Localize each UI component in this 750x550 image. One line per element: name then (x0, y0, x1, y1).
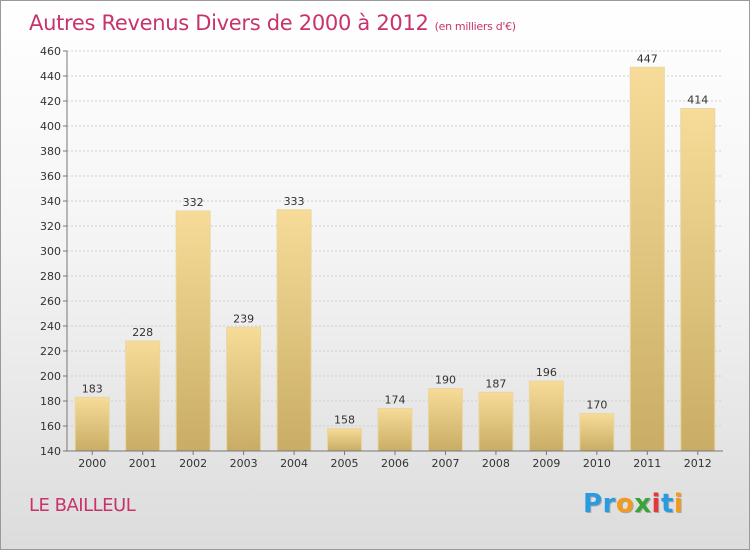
x-tick-label-2010: 2010 (583, 457, 611, 470)
bar-2008[interactable] (478, 391, 514, 452)
data-label-2005: 158 (334, 414, 355, 427)
bar-2002[interactable] (175, 210, 211, 452)
data-label-2002: 332 (183, 196, 204, 209)
data-label-2001: 228 (132, 326, 153, 339)
y-tick-label: 360 (40, 170, 61, 183)
data-label-2003: 239 (233, 312, 254, 325)
x-tick-label-2009: 2009 (532, 457, 560, 470)
x-tick-label-2012: 2012 (684, 457, 712, 470)
logo-letter-5: t (660, 489, 674, 519)
bar-2003[interactable] (226, 326, 262, 452)
city-name: LE BAILLEUL (29, 495, 136, 516)
bar-2004[interactable] (276, 209, 312, 452)
y-tick-label: 380 (40, 145, 61, 158)
chart-title-text: Autres Revenus Divers de 2000 à 2012 (29, 11, 429, 35)
y-tick-label: 140 (40, 445, 61, 458)
y-tick-label: 300 (40, 245, 61, 258)
logo-letter-0: P (583, 489, 603, 519)
bar-2000[interactable] (74, 396, 110, 452)
x-tick-label-2004: 2004 (280, 457, 308, 470)
data-label-2011: 447 (637, 52, 658, 65)
chart-title: Autres Revenus Divers de 2000 à 2012 (en … (29, 11, 516, 35)
y-axis: 140 160 180 200 220 240 260 280 300 320 340 360 380 4… (40, 45, 68, 458)
chart-subtitle: (en milliers d'€) (434, 20, 516, 33)
y-tick-label: 440 (40, 70, 61, 83)
bar-2001[interactable] (125, 340, 161, 452)
bar-2012[interactable] (680, 108, 716, 452)
x-tick-label-2001: 2001 (129, 457, 157, 470)
data-label-2007: 190 (435, 374, 456, 387)
x-axis: 2000 2001 2002 2003 2004 2005 2006 2007 2008 2009… (67, 450, 723, 470)
data-label-2004: 333 (284, 195, 305, 208)
logo-letter-2: o (615, 489, 635, 519)
y-tick-label: 240 (40, 320, 61, 333)
data-label-2008: 187 (485, 377, 506, 390)
x-tick-label-2000: 2000 (78, 457, 106, 470)
y-tick-label: 460 (40, 45, 61, 58)
data-label-2010: 170 (586, 399, 607, 412)
logo-letter-6: i (673, 489, 684, 519)
logo-letter-4: i (651, 489, 661, 519)
proxiti-logo[interactable]: Proxiti (583, 489, 683, 519)
y-tick-label: 340 (40, 195, 61, 208)
grid-lines (67, 50, 723, 427)
data-label-2009: 196 (536, 366, 557, 379)
y-tick-label: 400 (40, 120, 61, 133)
y-tick-label: 200 (40, 370, 61, 383)
y-tick-label: 320 (40, 220, 61, 233)
y-tick-label: 220 (40, 345, 61, 358)
bar-2005[interactable] (327, 428, 363, 452)
y-tick-label: 260 (40, 295, 61, 308)
bar-2009[interactable] (528, 380, 564, 452)
data-label-2006: 174 (385, 394, 406, 407)
data-label-2012: 414 (687, 94, 708, 107)
x-tick-label-2005: 2005 (331, 457, 359, 470)
bars: 183 228 332 239 333 158 174 190 187 196 170 447 414 (74, 52, 716, 452)
logo-letter-3: x (634, 489, 652, 519)
bar-2007[interactable] (427, 388, 463, 452)
x-tick-label-2006: 2006 (381, 457, 409, 470)
x-tick-label-2003: 2003 (230, 457, 258, 470)
bar-2011[interactable] (629, 66, 665, 452)
data-label-2000: 183 (82, 382, 103, 395)
x-tick-label-2008: 2008 (482, 457, 510, 470)
y-tick-label: 420 (40, 95, 61, 108)
x-tick-label-2011: 2011 (633, 457, 661, 470)
logo-letter-1: r (602, 489, 616, 519)
bar-2010[interactable] (579, 413, 615, 452)
y-tick-label: 280 (40, 270, 61, 283)
x-tick-label-2007: 2007 (431, 457, 459, 470)
x-tick-label-2002: 2002 (179, 457, 207, 470)
bar-2006[interactable] (377, 408, 413, 452)
y-tick-label: 160 (40, 420, 61, 433)
y-tick-label: 180 (40, 395, 61, 408)
